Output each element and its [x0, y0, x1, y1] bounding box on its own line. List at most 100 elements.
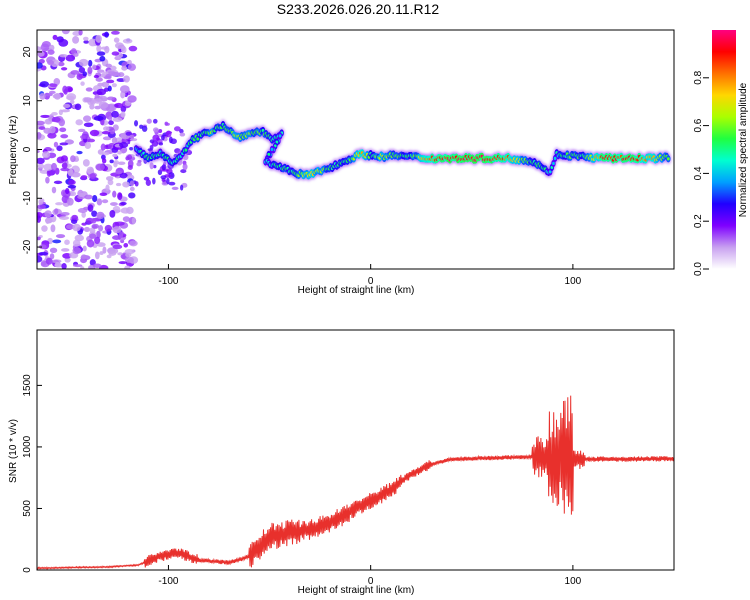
heatmap-cell [117, 252, 124, 256]
heatmap-cell [38, 126, 46, 130]
heatmap-cell [59, 127, 67, 133]
heatmap-cell [108, 120, 114, 126]
heatmap-cell [98, 101, 109, 109]
heatmap-cell [83, 97, 92, 103]
heatmap-cell [80, 81, 85, 86]
heatmap-cell [112, 153, 118, 158]
heatmap-cell [60, 211, 70, 216]
heatmap-cell [123, 75, 130, 83]
heatmap-cell [91, 210, 98, 217]
top-x-axis: -100 0 100 [158, 264, 582, 287]
heatmap-cell [129, 186, 135, 192]
heatmap-cell [168, 136, 173, 144]
heatmap-cell [70, 70, 80, 75]
heatmap-cell [96, 44, 102, 53]
heatmap-cell [83, 40, 90, 44]
heatmap-cell [123, 242, 129, 248]
heatmap-cell [81, 222, 87, 226]
heatmap-cell [112, 117, 123, 122]
heatmap-cell [37, 46, 42, 52]
heatmap-cell [134, 181, 139, 187]
heatmap-cell [37, 120, 45, 126]
heatmap-cell [100, 143, 106, 151]
heatmap-cell [122, 181, 130, 188]
heatmap-cell [143, 176, 150, 181]
heatmap-cell [165, 122, 170, 126]
heatmap-cell [666, 157, 670, 161]
heatmap-cell [47, 59, 54, 66]
heatmap-cell [49, 247, 58, 254]
heatmap-cell [124, 256, 134, 263]
heatmap-cell [117, 150, 122, 155]
heatmap-cell [102, 246, 107, 254]
heatmap-cell [72, 246, 82, 255]
heatmap-cell [78, 66, 86, 74]
heatmap-cell [51, 259, 62, 264]
heatmap-cell [152, 118, 158, 124]
heatmap-cell [127, 154, 133, 160]
heatmap-cell [146, 118, 152, 124]
heatmap-cell [128, 192, 136, 199]
heatmap-cell [102, 136, 112, 141]
heatmap-cell [46, 169, 52, 177]
y-tick-label: 20 [22, 46, 33, 58]
heatmap-cell [96, 88, 107, 96]
heatmap-cell [118, 261, 127, 265]
y-tick-label: 500 [22, 500, 33, 517]
heatmap-cell [119, 172, 128, 179]
heatmap-cell [61, 162, 68, 169]
heatmap-cell [80, 265, 85, 269]
heatmap-cell [129, 134, 135, 139]
heatmap-cell [113, 161, 118, 168]
bottom-x-axis-label: Height of straight line (km) [298, 585, 415, 596]
heatmap-cell [166, 177, 170, 185]
heatmap-cell [74, 234, 85, 242]
heatmap-cell [71, 219, 78, 224]
heatmap-cell [108, 71, 117, 75]
heatmap-cell [37, 157, 45, 165]
heatmap-cell [49, 83, 58, 88]
heatmap-cell [127, 165, 133, 171]
colorbar: 0.0 0.2 0.4 0.6 0.8 Normalized spectral ampl… [693, 30, 749, 276]
heatmap-cell [99, 251, 104, 255]
heatmap-cell [106, 96, 115, 101]
colorbar-ticks: 0.0 0.2 0.4 0.6 0.8 [693, 70, 709, 276]
x-tick-label: 0 [368, 276, 374, 287]
heatmap-cell [37, 131, 42, 139]
heatmap-cell [96, 211, 105, 220]
heatmap-cell [37, 163, 45, 169]
heatmap-cell [109, 210, 116, 218]
heatmap-cell [151, 140, 159, 147]
heatmap-cell [65, 188, 70, 195]
heatmap-cell [54, 208, 59, 215]
heatmap-cell [77, 128, 86, 133]
heatmap-cell [37, 149, 40, 154]
heatmap-cell [267, 152, 271, 157]
heatmap-cell [196, 137, 200, 141]
heatmap-cell [112, 235, 122, 240]
heatmap-cell [37, 62, 43, 69]
heatmap-cell [83, 36, 89, 41]
heatmap-cell [113, 37, 120, 43]
heatmap-cell [129, 180, 135, 187]
heatmap-cell [60, 155, 68, 162]
heatmap-cell [96, 69, 105, 73]
heatmap-cell [71, 214, 78, 221]
heatmap-cell [104, 31, 109, 38]
heatmap-cell [120, 111, 126, 118]
heatmap-cell [82, 245, 87, 252]
heatmap-cell [87, 138, 96, 143]
heatmap-cell [115, 182, 122, 187]
heatmap-cell [119, 85, 130, 94]
heatmap-cell [39, 92, 46, 100]
heatmap-cell [75, 119, 83, 126]
heatmap-cell [101, 199, 109, 204]
heatmap-cell [99, 192, 108, 197]
heatmap-cell [74, 103, 82, 111]
heatmap-cell [63, 88, 68, 95]
heatmap-cell [73, 52, 79, 57]
heatmap-cell [111, 83, 117, 88]
x-tick-label: 0 [368, 576, 374, 587]
heatmap-cell [37, 255, 43, 263]
heatmap-cell [86, 239, 95, 248]
